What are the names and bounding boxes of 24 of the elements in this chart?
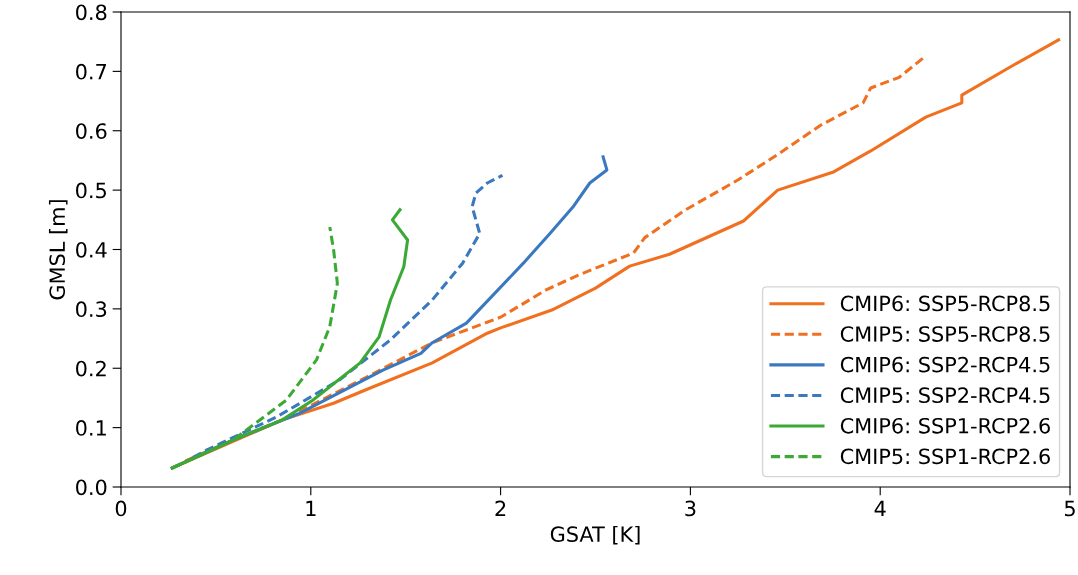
legend-label: CMIP6: SSP5-RCP8.5 xyxy=(840,295,1050,312)
y-tick-label: 0.5 xyxy=(76,182,106,199)
legend-label: CMIP5: SSP1-RCP2.6 xyxy=(840,448,1050,465)
y-tick-label: 0.2 xyxy=(76,360,106,377)
y-tick-label: 0.3 xyxy=(76,301,107,318)
x-tick-label: 1 xyxy=(306,500,316,517)
x-axis-title: GSAT [K] xyxy=(550,525,640,545)
y-tick-label: 0.7 xyxy=(76,63,107,80)
legend-label: CMIP5: SSP5-RCP8.5 xyxy=(840,326,1050,342)
y-tick-label: 0.6 xyxy=(76,123,107,139)
x-tick-label: 4 xyxy=(874,500,886,517)
legend-label: CMIP6: SSP2-RCP4.5 xyxy=(840,356,1050,373)
y-tick-label: 0.1 xyxy=(76,420,106,436)
y-axis-title: GMSL [m] xyxy=(48,200,68,300)
x-tick-label: 3 xyxy=(685,500,696,517)
x-tick-label: 0 xyxy=(115,500,127,517)
line-series xyxy=(191,173,505,459)
x-tick-label: 5 xyxy=(1064,500,1075,517)
y-tick-label: 0.0 xyxy=(76,479,107,496)
legend-label: CMIP5: SSP2-RCP4.5 xyxy=(840,387,1050,404)
y-tick-label: 0.8 xyxy=(76,4,107,21)
y-tick-label: 0.4 xyxy=(76,241,107,258)
legend-label: CMIP6: SSP1-RCP2.6 xyxy=(840,417,1050,434)
x-tick-label: 2 xyxy=(495,500,506,517)
